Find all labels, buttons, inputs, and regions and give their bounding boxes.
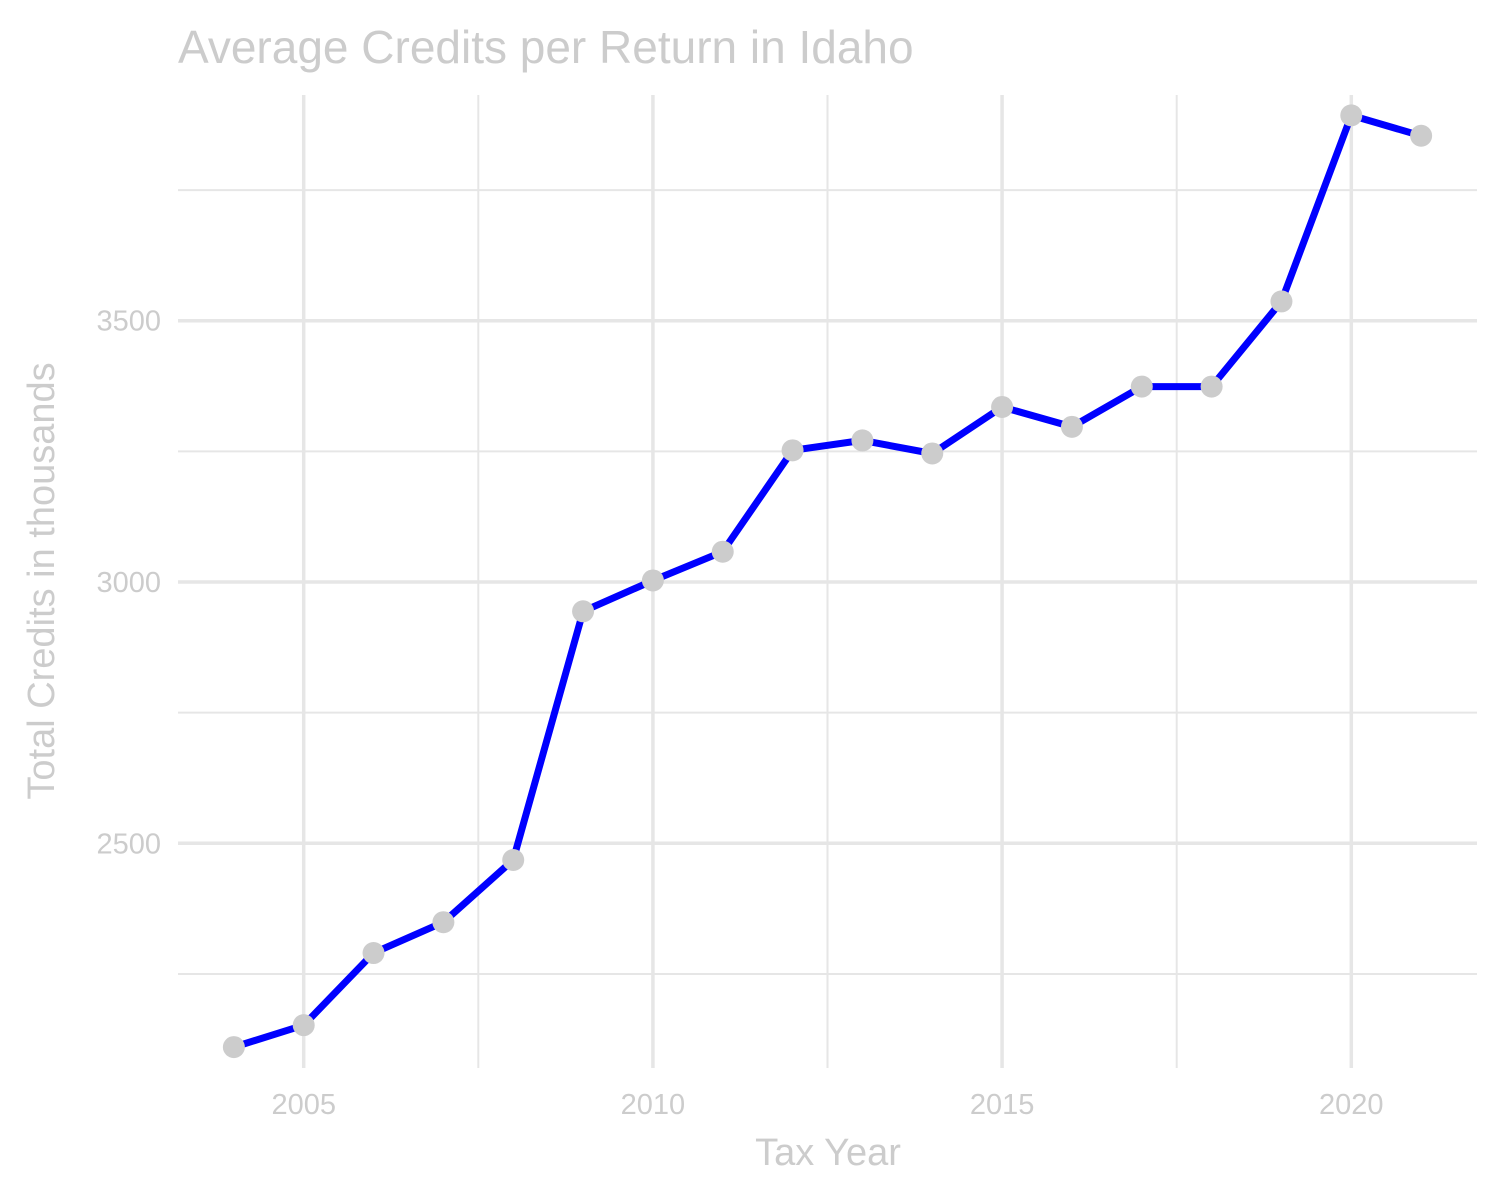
- data-point: [991, 395, 1014, 418]
- x-tick-label: 2005: [271, 1089, 336, 1121]
- series-layer: [230, 111, 1425, 1051]
- data-point: [502, 849, 525, 872]
- x-tick-label: 2020: [1319, 1089, 1384, 1121]
- data-point: [711, 540, 734, 563]
- data-point: [292, 1014, 315, 1037]
- y-axis-title: Total Credits in thousands: [21, 362, 63, 799]
- x-tick-label: 2015: [970, 1089, 1035, 1121]
- grid-lines: [178, 95, 1477, 1068]
- data-point: [641, 569, 664, 592]
- series-line: [230, 111, 1425, 1051]
- y-tick-label: 2500: [96, 828, 161, 860]
- data-point: [1130, 375, 1153, 398]
- data-point: [1060, 415, 1083, 438]
- data-point: [572, 600, 595, 623]
- y-tick-label: 3500: [96, 306, 161, 338]
- x-tick-label: 2010: [621, 1089, 686, 1121]
- data-point: [1410, 124, 1433, 147]
- data-point: [921, 442, 944, 465]
- y-tick-label: 3000: [96, 567, 161, 599]
- data-point: [781, 439, 804, 462]
- chart-title: Average Credits per Return in Idaho: [178, 21, 914, 73]
- data-point: [1340, 104, 1363, 127]
- data-point: [1200, 375, 1223, 398]
- tick-labels: 2005 2010 2015 2020 2500 3000 3500: [96, 306, 1383, 1121]
- x-axis-title: Tax Year: [755, 1132, 901, 1174]
- data-point: [432, 911, 455, 934]
- data-point: [222, 1036, 245, 1059]
- data-point: [851, 429, 874, 452]
- data-points: [222, 104, 1433, 1059]
- data-point: [362, 942, 385, 965]
- data-point: [1270, 290, 1293, 313]
